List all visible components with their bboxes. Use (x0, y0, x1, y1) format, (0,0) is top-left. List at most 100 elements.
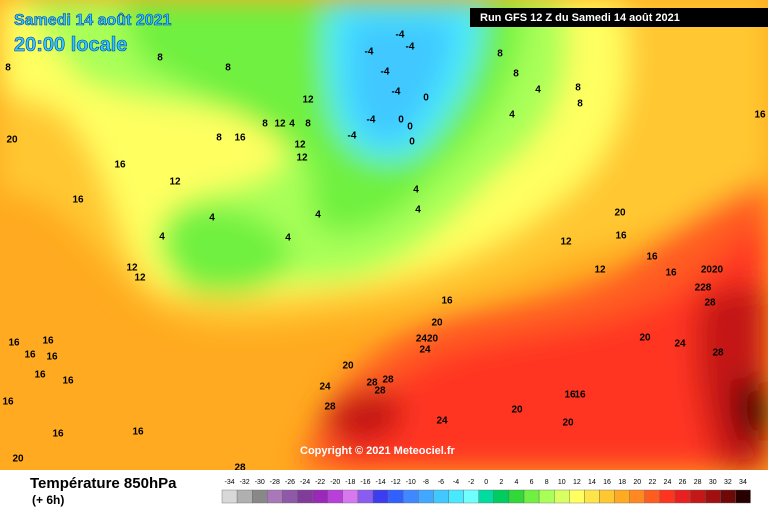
colorbar-cell (689, 489, 706, 504)
colorbar-tick-label: -6 (438, 479, 444, 486)
colorbar-cell (312, 489, 328, 504)
contour-label: 12 (126, 263, 138, 274)
contour-label: 28 (234, 463, 246, 474)
colorbar-tick-label: -32 (240, 479, 250, 486)
contour-label: 16 (665, 268, 677, 279)
colorbar-tick-label: 18 (618, 479, 626, 486)
contour-label: 8 (5, 63, 11, 74)
contour-label: 228 (695, 283, 712, 294)
contour-label: 16 (754, 110, 766, 121)
contour-label: 16 (646, 252, 658, 263)
colorbar-cell (584, 489, 600, 504)
contour-label: 8 (305, 119, 311, 130)
colorbar-cell (735, 489, 751, 504)
contour-label: 28 (324, 402, 336, 413)
colorbar: -34 -32 -30 -28 -26 -24 -22 -20 -18 -16 -14 -12 -10-… (221, 479, 751, 504)
contour-label: 16 (615, 231, 627, 242)
colorbar-cell (599, 489, 615, 504)
contour-label: 28 (712, 348, 724, 359)
colorbar-tick-label: -12 (391, 479, 401, 486)
colorbar-cell (674, 489, 691, 504)
colorbar-cell (659, 489, 676, 504)
contour-label: 16 (42, 336, 54, 347)
contour-label: 0 (398, 115, 404, 126)
run-box (470, 8, 768, 27)
contour-label: 16 (132, 427, 144, 438)
contour-label: 28 (704, 298, 716, 309)
contour-label: 16 (441, 296, 453, 307)
colorbar-tick-label: 22 (648, 479, 656, 486)
legend-subtitle: (+ 6h) (32, 493, 64, 507)
colorbar-tick-label: 2 (499, 479, 503, 486)
colorbar-tick-label: 34 (739, 479, 747, 486)
colorbar-cell (705, 489, 721, 504)
legend-title: Température 850hPa (30, 475, 177, 492)
contour-label: 0 (407, 122, 413, 133)
contour-label: 4 (415, 205, 421, 216)
contour-label: -4 (392, 87, 401, 98)
contour-label: 12 (169, 177, 181, 188)
contour-label: 16 (8, 338, 20, 349)
colorbar-tick-label: 8 (545, 479, 549, 486)
colorbar-cell (448, 489, 464, 504)
colorbar-cell (614, 489, 630, 504)
colorbar-cell (538, 489, 555, 504)
colorbar-tick-label: 10 (558, 479, 566, 486)
colorbar-tick-label: 28 (694, 479, 702, 486)
temperature-field (0, 0, 768, 470)
colorbar-cell (327, 489, 344, 504)
contour-label: 16 (564, 390, 576, 401)
colorbar-tick-label: -2 (468, 479, 474, 486)
contour-label: 16 (62, 376, 74, 387)
contour-label: 12 (134, 273, 146, 284)
colorbar-tick-label: -28 (270, 479, 280, 486)
contour-label: 4 (159, 232, 165, 243)
colorbar-cell (403, 489, 419, 504)
colorbar-tick-label: 6 (530, 479, 534, 486)
colorbar-tick-label: 4 (514, 479, 518, 486)
contour-label: -4 (406, 42, 415, 53)
contour-label: 8 (577, 99, 583, 110)
contour-label: -4 (348, 131, 357, 142)
contour-label: 20 (431, 318, 443, 329)
contour-label: 16 (72, 195, 84, 206)
contour-label: 16 (24, 350, 36, 361)
colorbar-cell (569, 489, 585, 504)
contour-label: 8 (216, 133, 222, 144)
contour-label: 24 (674, 339, 686, 350)
contour-label: 24 (419, 345, 431, 356)
contour-label: 24 (436, 416, 448, 427)
colorbar-cell (629, 489, 646, 504)
colorbar-cell (508, 489, 525, 504)
colorbar-cell (236, 489, 253, 504)
contour-label: 8 (157, 53, 163, 64)
colorbar-tick-label: -24 (300, 479, 310, 486)
date: Samedi 14 août 2021 (14, 12, 172, 29)
contour-label: 20 (511, 405, 523, 416)
contour-label: 4 (289, 119, 295, 130)
contour-label: 20 (562, 418, 574, 429)
colorbar-cell (297, 489, 313, 504)
colorbar-cell (720, 489, 736, 504)
contour-label: 28 (366, 378, 378, 389)
colorbar-tick-label: -18 (345, 479, 355, 486)
colorbar-tick-label: 30 (709, 479, 717, 486)
contour-label: 16 (574, 390, 586, 401)
contour-label: 0 (423, 93, 429, 104)
colorbar-tick-label: -22 (315, 479, 325, 486)
colorbar-cell (221, 489, 238, 504)
contour-label: 24 (319, 382, 331, 393)
contour-label: 8 (513, 69, 519, 80)
contour-label: 20 (12, 454, 24, 465)
contour-label: 16 (2, 397, 14, 408)
contour-label: 16 (34, 370, 46, 381)
contour-label: 16 (52, 429, 64, 440)
colorbar-tick-label: -8 (423, 479, 429, 486)
contour-label: 2020 (701, 265, 724, 276)
contour-label: 0 (409, 137, 415, 148)
colorbar-tick-label: 16 (603, 479, 611, 486)
run: Run GFS 12 Z du Samedi 14 août 2021 (480, 12, 680, 24)
colorbar-tick-label: 20 (633, 479, 641, 486)
colorbar-tick-label: 24 (664, 479, 672, 486)
